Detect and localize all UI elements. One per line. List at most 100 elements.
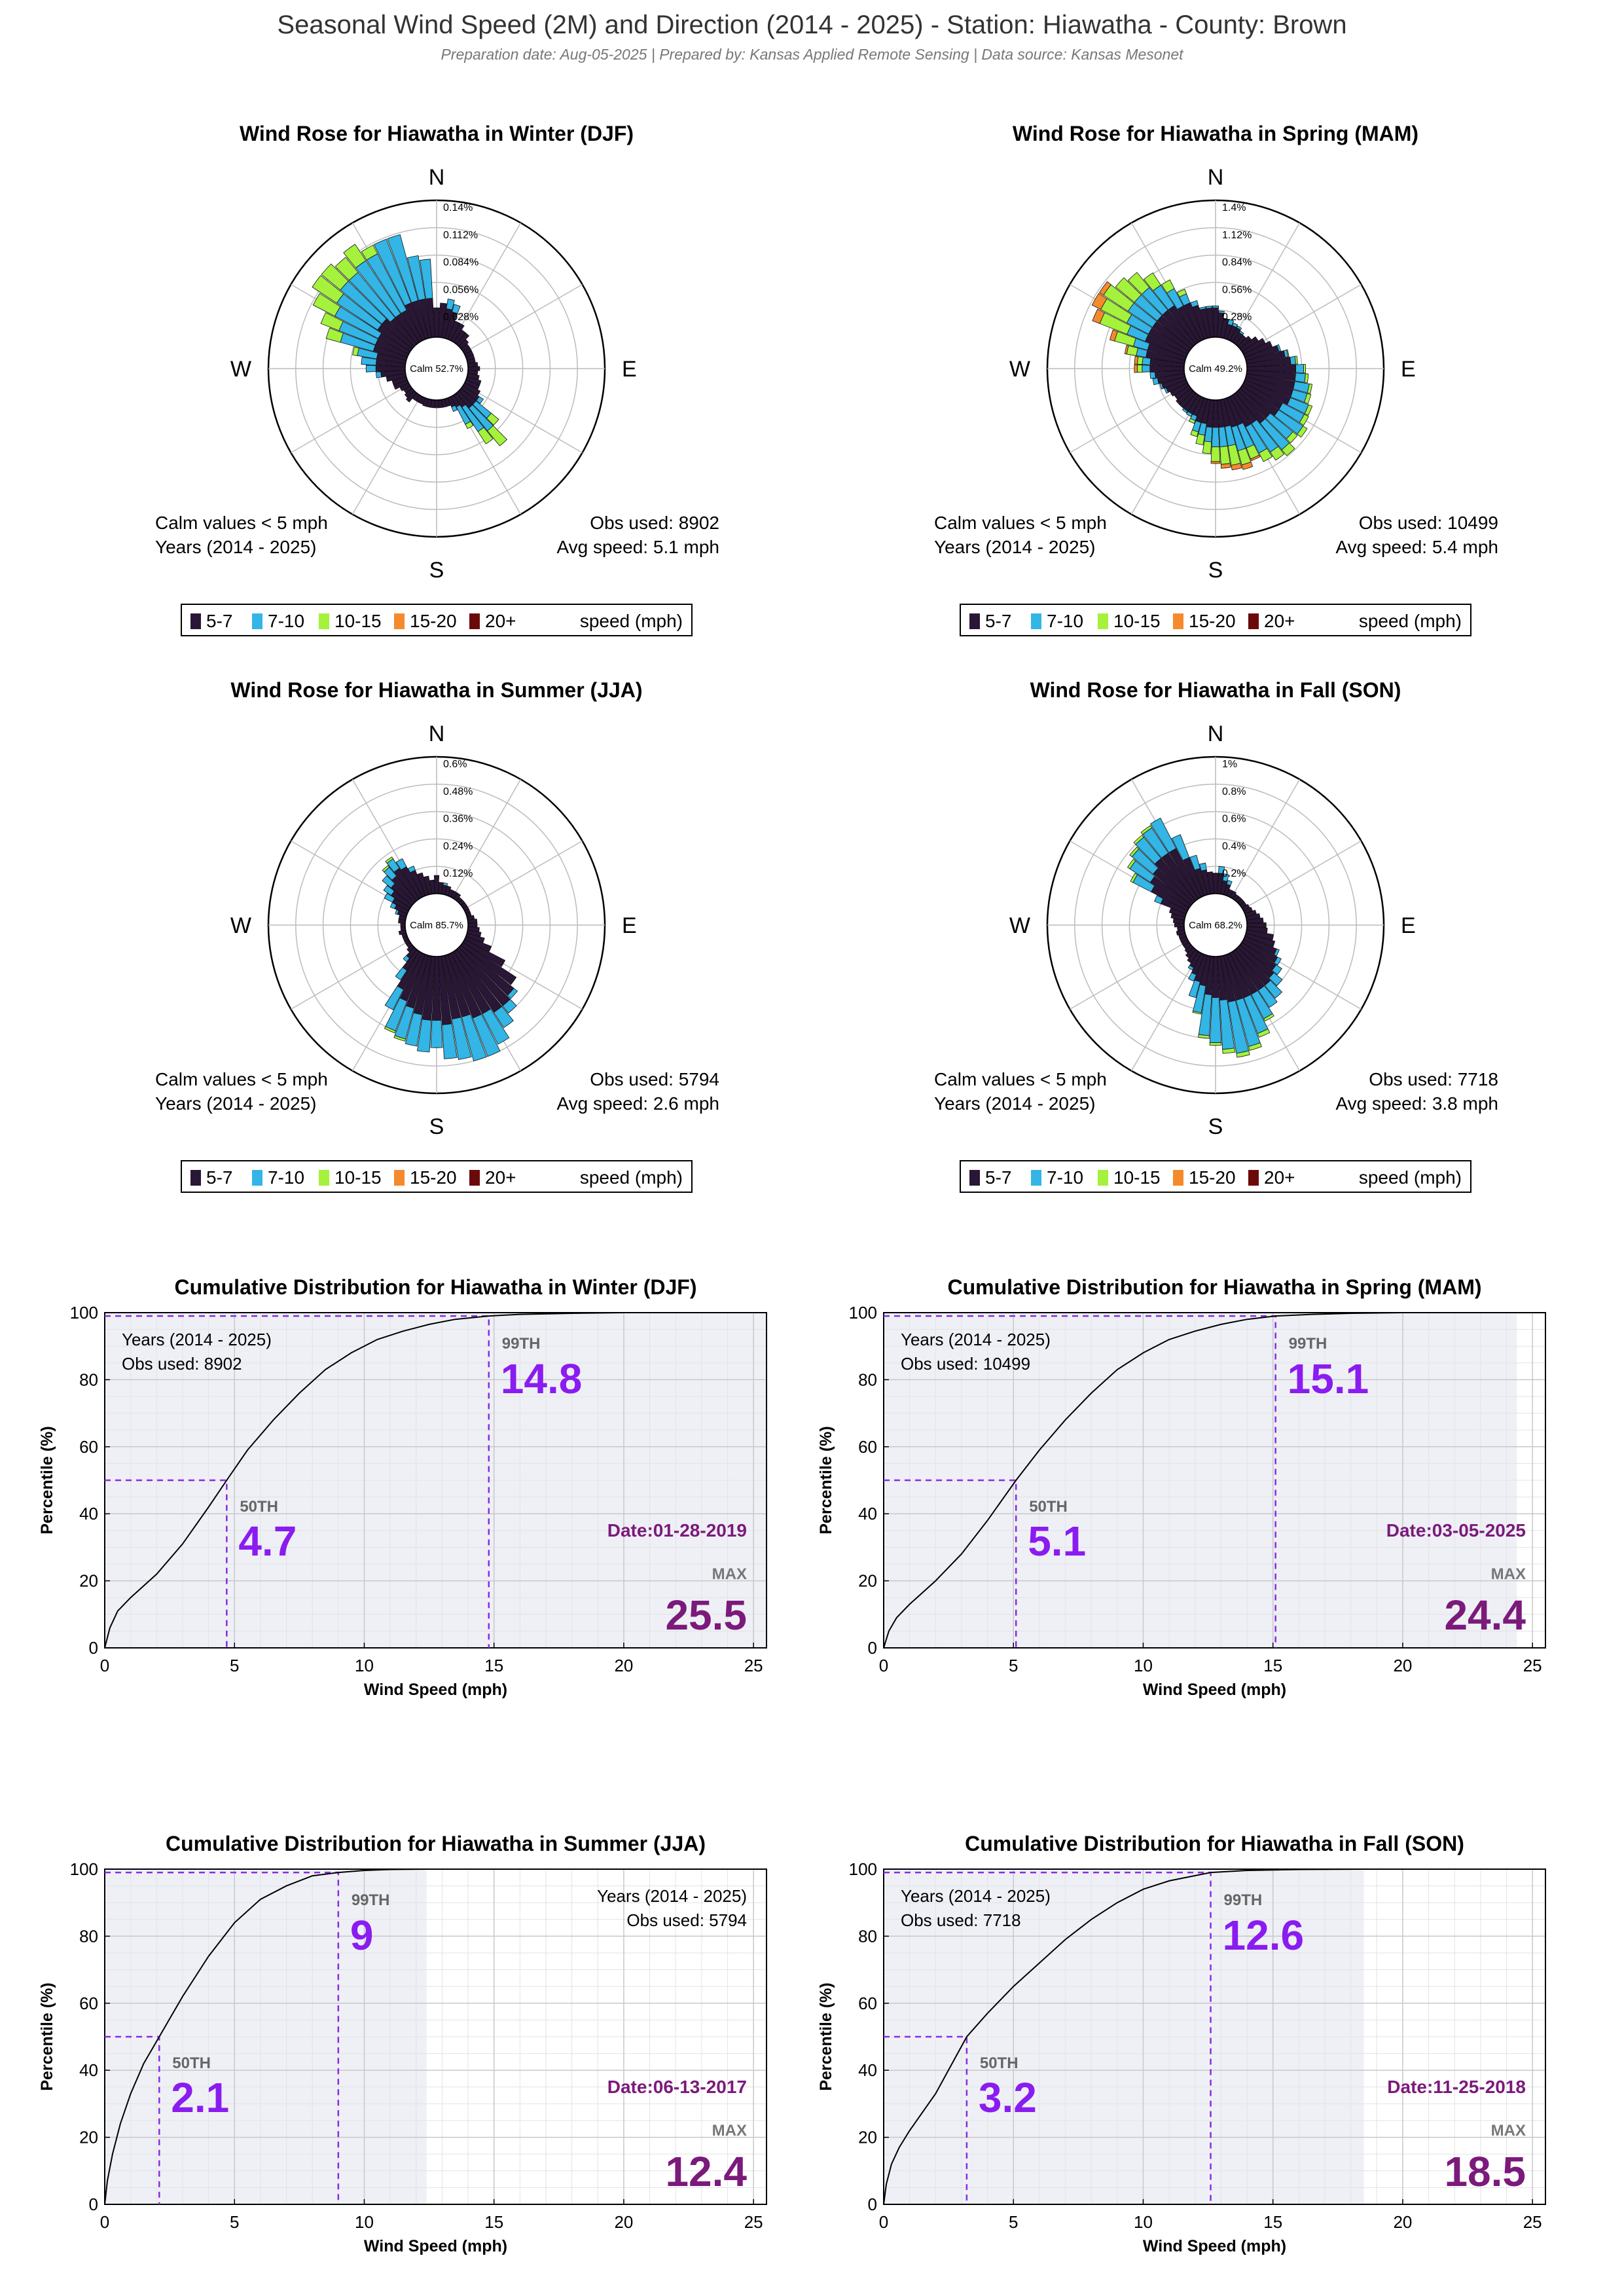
cdf-line xyxy=(104,1868,427,2205)
obs-note: Obs used: 10499 xyxy=(901,1354,1030,1374)
ring-label: 0.056% xyxy=(443,284,478,295)
rose-petal xyxy=(1159,382,1164,390)
max-date: Date:01-28-2019 xyxy=(607,1520,747,1540)
ring-label: 0.2% xyxy=(1222,868,1246,879)
rose-petal xyxy=(476,396,484,404)
legend-label: 20+ xyxy=(485,611,516,631)
legend-swatch xyxy=(1098,613,1108,629)
y-tick-label: 40 xyxy=(858,1504,877,1523)
legend-label: 10-15 xyxy=(1113,1167,1161,1188)
p99-guide xyxy=(105,1315,490,1648)
compass-n: N xyxy=(429,165,445,190)
avg-speed-note: Avg speed: 5.4 mph xyxy=(1335,537,1498,557)
x-tick-label: 5 xyxy=(1009,2212,1018,2232)
compass-s: S xyxy=(429,558,444,583)
legend-label: 7-10 xyxy=(1047,1167,1083,1188)
compass-s: S xyxy=(1208,1114,1223,1139)
rose-petal xyxy=(1205,305,1213,309)
avg-speed-note: Avg speed: 3.8 mph xyxy=(1335,1093,1498,1114)
rose-petal xyxy=(1263,1013,1274,1022)
rose-petal xyxy=(1236,1050,1250,1058)
y-tick-label: 100 xyxy=(70,1859,98,1879)
rose-petal xyxy=(1142,357,1151,365)
calm-label: Calm 68.2% xyxy=(1189,920,1242,931)
legend-label: 10-15 xyxy=(1113,611,1161,631)
rose-petal xyxy=(1294,355,1298,365)
rose-petal xyxy=(365,365,376,373)
y-axis-label: Percentile (%) xyxy=(38,1426,56,1534)
max-value: 24.4 xyxy=(1444,1592,1526,1639)
compass-n: N xyxy=(429,721,445,746)
legend-label: 15-20 xyxy=(410,1167,457,1188)
rose-petal xyxy=(407,866,416,873)
years-note: Years (2014 - 2025) xyxy=(597,1886,747,1906)
calm-circle xyxy=(1183,893,1248,957)
calm-circle xyxy=(405,893,469,957)
y-tick-label: 80 xyxy=(858,1370,877,1389)
max-label: MAX xyxy=(712,1565,747,1583)
legend-swatch xyxy=(319,1170,329,1186)
obs-note: Obs used: 8902 xyxy=(590,513,719,533)
ring-label: 0.8% xyxy=(1222,786,1246,797)
x-axis-label: Wind Speed (mph) xyxy=(364,2237,507,2255)
rose-petal xyxy=(1164,387,1169,394)
rose-petal xyxy=(430,1019,443,1048)
rose-petal xyxy=(420,259,433,299)
rose-petal xyxy=(1231,322,1238,328)
legend-swatch xyxy=(1173,1170,1183,1186)
rose-petal xyxy=(361,244,378,261)
y-tick-label: 100 xyxy=(70,1303,98,1322)
rose-petal xyxy=(1127,858,1136,869)
cdf-line xyxy=(883,1868,1364,2205)
legend-swatch xyxy=(252,1170,262,1186)
p50-guide xyxy=(884,1479,1017,1648)
rose-petal xyxy=(1189,854,1200,871)
rose-petal xyxy=(352,346,359,356)
cdf-chart-2: Cumulative Distribution for Hiawatha in … xyxy=(817,1275,1546,1699)
x-tick-label: 0 xyxy=(100,2212,109,2232)
calm-circle xyxy=(1183,337,1248,401)
wind-rose-2: Wind Rose for Hiawatha in Spring (MAM) Ca… xyxy=(934,122,1498,636)
rose-petal xyxy=(1098,281,1111,296)
rose-petal xyxy=(451,405,458,412)
p50-guide xyxy=(105,1479,228,1648)
ring-label: 0.48% xyxy=(443,786,473,797)
rose-petal xyxy=(1248,1042,1262,1051)
ring-label: 1.12% xyxy=(1222,230,1252,241)
compass-e: E xyxy=(622,913,637,938)
rose-petal xyxy=(1188,979,1200,998)
rose-petal xyxy=(1152,377,1159,386)
y-tick-label: 40 xyxy=(858,2060,877,2080)
compass-n: N xyxy=(1208,721,1224,746)
compass-w: W xyxy=(1009,913,1030,938)
legend-label: 10-15 xyxy=(334,1167,382,1188)
rose-petal xyxy=(1134,364,1138,373)
rose-petal xyxy=(405,1012,423,1047)
cdf-title: Cumulative Distribution for Hiawatha in … xyxy=(965,1832,1464,1855)
rose-petal xyxy=(1218,310,1225,314)
y-tick-label: 20 xyxy=(79,2128,98,2147)
max-value: 12.4 xyxy=(665,2148,747,2195)
rose-spoke xyxy=(1130,395,1200,515)
rose-petal xyxy=(1264,979,1283,999)
rose-petal xyxy=(393,1035,406,1042)
x-tick-label: 0 xyxy=(879,1656,888,1675)
rose-petal xyxy=(1149,371,1156,379)
speed-legend: 5-7 7-10 10-15 15-20 20+ speed (mph) xyxy=(181,1160,693,1193)
legend-label: 15-20 xyxy=(1189,1167,1236,1188)
rose-petal xyxy=(1210,461,1221,464)
p50-value: 2.1 xyxy=(171,2074,229,2121)
rose-petal xyxy=(1257,1029,1271,1038)
rose-petal xyxy=(389,902,397,909)
rose-petal xyxy=(1188,972,1197,982)
rose-petal xyxy=(1161,279,1175,293)
rose-petal xyxy=(375,371,382,378)
rose-petal xyxy=(1124,344,1129,355)
legend-swatch xyxy=(469,613,480,629)
rose-petal xyxy=(452,304,461,314)
x-tick-label: 10 xyxy=(355,1656,374,1675)
rose-petal xyxy=(1270,446,1285,461)
y-tick-label: 0 xyxy=(89,2195,98,2214)
ring-label: 0.14% xyxy=(443,202,473,213)
